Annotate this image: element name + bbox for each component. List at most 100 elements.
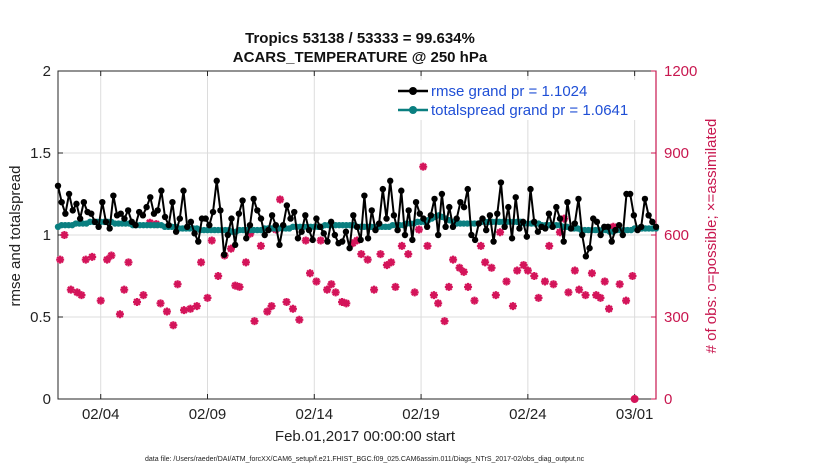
rmse-point-15 <box>110 192 117 199</box>
obs-assimilated-marker-33 <box>246 229 255 238</box>
rmse-point-52 <box>246 221 254 229</box>
obs-assimilated-marker-34 <box>250 317 259 326</box>
rmse-point-126 <box>519 218 527 226</box>
y-right-tick-label-1: 300 <box>664 309 689 326</box>
obs-assimilated-marker-10 <box>115 310 124 319</box>
obs-assimilated-marker-62 <box>404 250 413 259</box>
rmse-point-79 <box>346 244 353 252</box>
obs-assimilated-marker-20 <box>173 280 182 289</box>
rmse-point-99 <box>420 215 427 222</box>
rmse-point-125 <box>516 225 523 232</box>
rmse-point-59 <box>272 221 279 229</box>
rmse-point-128 <box>527 185 534 193</box>
rmse-point-142 <box>578 231 586 239</box>
rmse-point-29 <box>161 213 169 221</box>
y-tick-label-0: 0 <box>43 391 51 408</box>
obs-assimilated-marker-12 <box>124 258 133 267</box>
rmse-point-152 <box>615 221 623 229</box>
rmse-point-89 <box>383 215 390 222</box>
obs-assimilated-marker-35 <box>256 241 265 250</box>
obs-assimilated-marker-87 <box>534 293 543 302</box>
rmse-point-28 <box>158 187 165 194</box>
rmse-point-139 <box>567 225 575 232</box>
rmse-point-151 <box>612 226 619 234</box>
rmse-point-49 <box>235 210 243 217</box>
obs-assimilated-marker-21 <box>180 306 189 315</box>
rmse-point-133 <box>545 210 553 217</box>
obs-assimilated-marker-6 <box>88 252 97 261</box>
obs-assimilated-marker-11 <box>120 285 129 294</box>
rmse-point-141 <box>575 195 582 203</box>
y-tick-label-3: 1.5 <box>30 145 51 162</box>
obs-assimilated-marker-97 <box>587 269 596 278</box>
rmse-point-0 <box>54 182 62 189</box>
obs-possible-marker-0 <box>630 395 639 403</box>
obs-assimilated-marker-32 <box>241 258 250 267</box>
rmse-point-70 <box>313 215 320 222</box>
obs-assimilated-marker-13 <box>133 297 142 306</box>
rmse-point-50 <box>239 197 246 204</box>
rmse-point-90 <box>387 177 394 185</box>
obs-assimilated-marker-71 <box>449 255 458 264</box>
obs-assimilated-marker-60 <box>391 282 400 291</box>
y-axis-label: rmse and totalspread <box>7 166 24 307</box>
rmse-point-93 <box>398 187 405 194</box>
rmse-point-43 <box>213 177 220 185</box>
rmse-point-108 <box>453 215 460 222</box>
rmse-point-54 <box>254 207 261 214</box>
obs-assimilated-marker-54 <box>357 250 366 259</box>
obs-markers <box>56 162 639 403</box>
obs-assimilated-marker-66 <box>423 241 432 250</box>
rmse-point-124 <box>512 194 519 201</box>
rmse-point-91 <box>390 212 398 219</box>
rmse-point-83 <box>361 192 368 199</box>
rmse-point-138 <box>564 199 571 206</box>
rmse-point-80 <box>350 212 357 219</box>
obs-assimilated-marker-91 <box>555 228 564 237</box>
rmse-point-18 <box>121 215 128 222</box>
obs-assimilated-marker-102 <box>609 222 618 231</box>
footer-data-file: data file: /Users/raeder/DAI/ATM_forcXX/… <box>145 456 585 463</box>
rmse-point-120 <box>497 179 505 186</box>
obs-assimilated-marker-81 <box>502 277 511 286</box>
rmse-point-94 <box>401 231 409 239</box>
rmse-point-123 <box>508 235 516 242</box>
legend: rmse grand pr = 1.1024 totalspread grand… <box>394 80 648 120</box>
obs-assimilated-marker-72 <box>455 263 464 272</box>
rmse-point-34 <box>180 187 187 194</box>
rmse-point-27 <box>154 207 161 214</box>
rmse-point-57 <box>265 226 272 234</box>
obs-assimilated-marker-92 <box>560 214 569 223</box>
rmse-point-66 <box>298 228 305 235</box>
y-tick-label-4: 2 <box>43 63 51 80</box>
rmse-point-150 <box>608 238 615 245</box>
rmse-point-68 <box>305 226 313 234</box>
rmse-point-122 <box>505 203 512 211</box>
rmse-point-21 <box>132 221 139 229</box>
x-tick-label-2: 02/14 <box>296 406 334 423</box>
rmse-point-12 <box>99 199 106 206</box>
obs-assimilated-marker-64 <box>414 225 423 234</box>
y-axis-right-label: # of obs: o=possible; ×=assimilated <box>703 119 720 354</box>
rmse-point-119 <box>494 210 501 217</box>
rmse-point-87 <box>375 220 383 227</box>
rmse-point-144 <box>586 244 593 252</box>
x-tick-label-0: 02/04 <box>82 406 120 423</box>
obs-assimilated-marker-51 <box>342 299 351 308</box>
obs-assimilated-marker-3 <box>73 288 82 297</box>
legend-rmse-marker <box>409 87 417 95</box>
obs-assimilated-marker-22 <box>186 304 195 313</box>
obs-assimilated-marker-63 <box>410 288 419 297</box>
chart-title: Tropics 53138 / 53333 = 99.634% <box>245 30 475 47</box>
obs-assimilated-marker-95 <box>575 285 584 294</box>
rmse-point-42 <box>209 208 217 216</box>
rmse-point-102 <box>431 195 438 203</box>
rmse-point-149 <box>604 223 612 230</box>
rmse-point-101 <box>427 212 435 219</box>
rmse-point-33 <box>176 215 184 222</box>
rmse-point-9 <box>88 210 95 217</box>
rmse-point-110 <box>460 203 468 211</box>
x-tick-label-5: 03/01 <box>616 406 654 423</box>
obs-assimilated-marker-78 <box>487 263 496 272</box>
